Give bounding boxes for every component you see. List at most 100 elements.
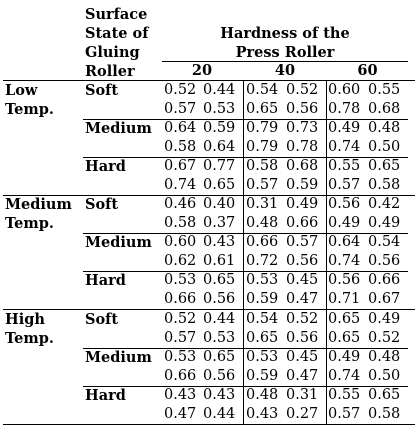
table-cell: 0.56 <box>286 101 319 117</box>
table-cell: 0.53 <box>164 272 197 288</box>
surface-header-line: Roller <box>85 63 135 80</box>
header-rule <box>162 61 408 62</box>
table-cell: 0.57 <box>246 177 279 193</box>
table-cell: 0.56 <box>203 368 236 384</box>
table-cell: 0.40 <box>203 196 236 212</box>
table-cell: 0.54 <box>246 311 279 327</box>
state-divider <box>83 386 408 387</box>
table-cell: 0.59 <box>246 291 279 307</box>
table-cell: 0.59 <box>203 120 236 136</box>
table-cell: 0.57 <box>286 234 319 250</box>
table-cell: 0.56 <box>203 291 236 307</box>
table-cell: 0.64 <box>328 234 361 250</box>
table-cell: 0.57 <box>164 330 197 346</box>
table-cell: 0.58 <box>164 215 197 231</box>
surface-state-label: Medium <box>85 349 152 366</box>
table-cell: 0.48 <box>368 349 401 365</box>
table-cell: 0.66 <box>164 368 197 384</box>
surface-state-label: Hard <box>85 158 126 175</box>
column-divider <box>326 310 327 424</box>
table-cell: 0.56 <box>286 330 319 346</box>
table-cell: 0.48 <box>246 215 279 231</box>
state-divider <box>83 233 408 234</box>
table-cell: 0.44 <box>203 82 236 98</box>
table-cell: 0.74 <box>328 139 361 155</box>
table-cell: 0.49 <box>328 120 361 136</box>
table-cell: 0.56 <box>368 253 401 269</box>
table-cell: 0.43 <box>203 387 236 403</box>
table-cell: 0.52 <box>164 311 197 327</box>
column-divider <box>326 81 327 195</box>
table-cell: 0.65 <box>368 387 401 403</box>
table-cell: 0.27 <box>286 406 319 422</box>
table-cell: 0.65 <box>246 101 279 117</box>
table-cell: 0.49 <box>286 196 319 212</box>
table-cell: 0.47 <box>286 291 319 307</box>
group-divider <box>3 424 415 425</box>
column-divider <box>243 81 244 195</box>
hardness-level-40: 40 <box>274 62 296 79</box>
table-cell: 0.43 <box>164 387 197 403</box>
table-cell: 0.65 <box>328 311 361 327</box>
table-cell: 0.43 <box>246 406 279 422</box>
table-cell: 0.52 <box>286 311 319 327</box>
table-cell: 0.74 <box>328 368 361 384</box>
temp-label: Temp. <box>5 101 54 118</box>
table-cell: 0.60 <box>164 234 197 250</box>
table-cell: 0.67 <box>368 291 401 307</box>
surface-header-line: State of <box>85 25 149 42</box>
table-cell: 0.65 <box>203 177 236 193</box>
table-cell: 0.58 <box>368 177 401 193</box>
table-cell: 0.57 <box>328 406 361 422</box>
table-cell: 0.52 <box>286 82 319 98</box>
table-cell: 0.66 <box>368 272 401 288</box>
surface-state-label: Hard <box>85 272 126 289</box>
temp-label: Low <box>5 82 38 99</box>
table-cell: 0.44 <box>203 406 236 422</box>
table-cell: 0.52 <box>164 82 197 98</box>
table-cell: 0.58 <box>164 139 197 155</box>
table-cell: 0.48 <box>368 120 401 136</box>
table-cell: 0.55 <box>328 158 361 174</box>
table-cell: 0.47 <box>164 406 197 422</box>
table-cell: 0.65 <box>203 272 236 288</box>
table-cell: 0.58 <box>246 158 279 174</box>
table-cell: 0.58 <box>368 406 401 422</box>
table-cell: 0.74 <box>328 253 361 269</box>
table-cell: 0.50 <box>368 139 401 155</box>
table-cell: 0.73 <box>286 120 319 136</box>
table-cell: 0.56 <box>328 272 361 288</box>
table-cell: 0.31 <box>286 387 319 403</box>
table-cell: 0.66 <box>246 234 279 250</box>
table-cell: 0.54 <box>246 82 279 98</box>
surface-state-label: Medium <box>85 234 152 251</box>
column-divider <box>243 195 244 309</box>
table-cell: 0.66 <box>286 215 319 231</box>
table-cell: 0.57 <box>164 101 197 117</box>
table-cell: 0.53 <box>203 101 236 117</box>
table-cell: 0.55 <box>328 387 361 403</box>
table-cell: 0.78 <box>328 101 361 117</box>
temp-label: Temp. <box>5 215 54 232</box>
table-cell: 0.59 <box>286 177 319 193</box>
table-cell: 0.74 <box>164 177 197 193</box>
temp-label: Temp. <box>5 330 54 347</box>
table-cell: 0.49 <box>368 311 401 327</box>
hardness-header-line: Press Roller <box>235 44 335 61</box>
surface-header-line: Surface <box>85 6 148 23</box>
table-cell: 0.53 <box>246 272 279 288</box>
table-cell: 0.53 <box>203 330 236 346</box>
table-cell: 0.79 <box>246 120 279 136</box>
table-cell: 0.48 <box>246 387 279 403</box>
table-cell: 0.49 <box>328 349 361 365</box>
state-divider <box>83 348 408 349</box>
table-cell: 0.47 <box>286 368 319 384</box>
table-cell: 0.50 <box>368 368 401 384</box>
hardness-level-60: 60 <box>357 62 378 79</box>
table-cell: 0.56 <box>286 253 319 269</box>
table-cell: 0.62 <box>164 253 197 269</box>
hardness-header-line: Hardness of the <box>220 25 350 42</box>
group-divider <box>3 195 415 196</box>
table-cell: 0.78 <box>286 139 319 155</box>
